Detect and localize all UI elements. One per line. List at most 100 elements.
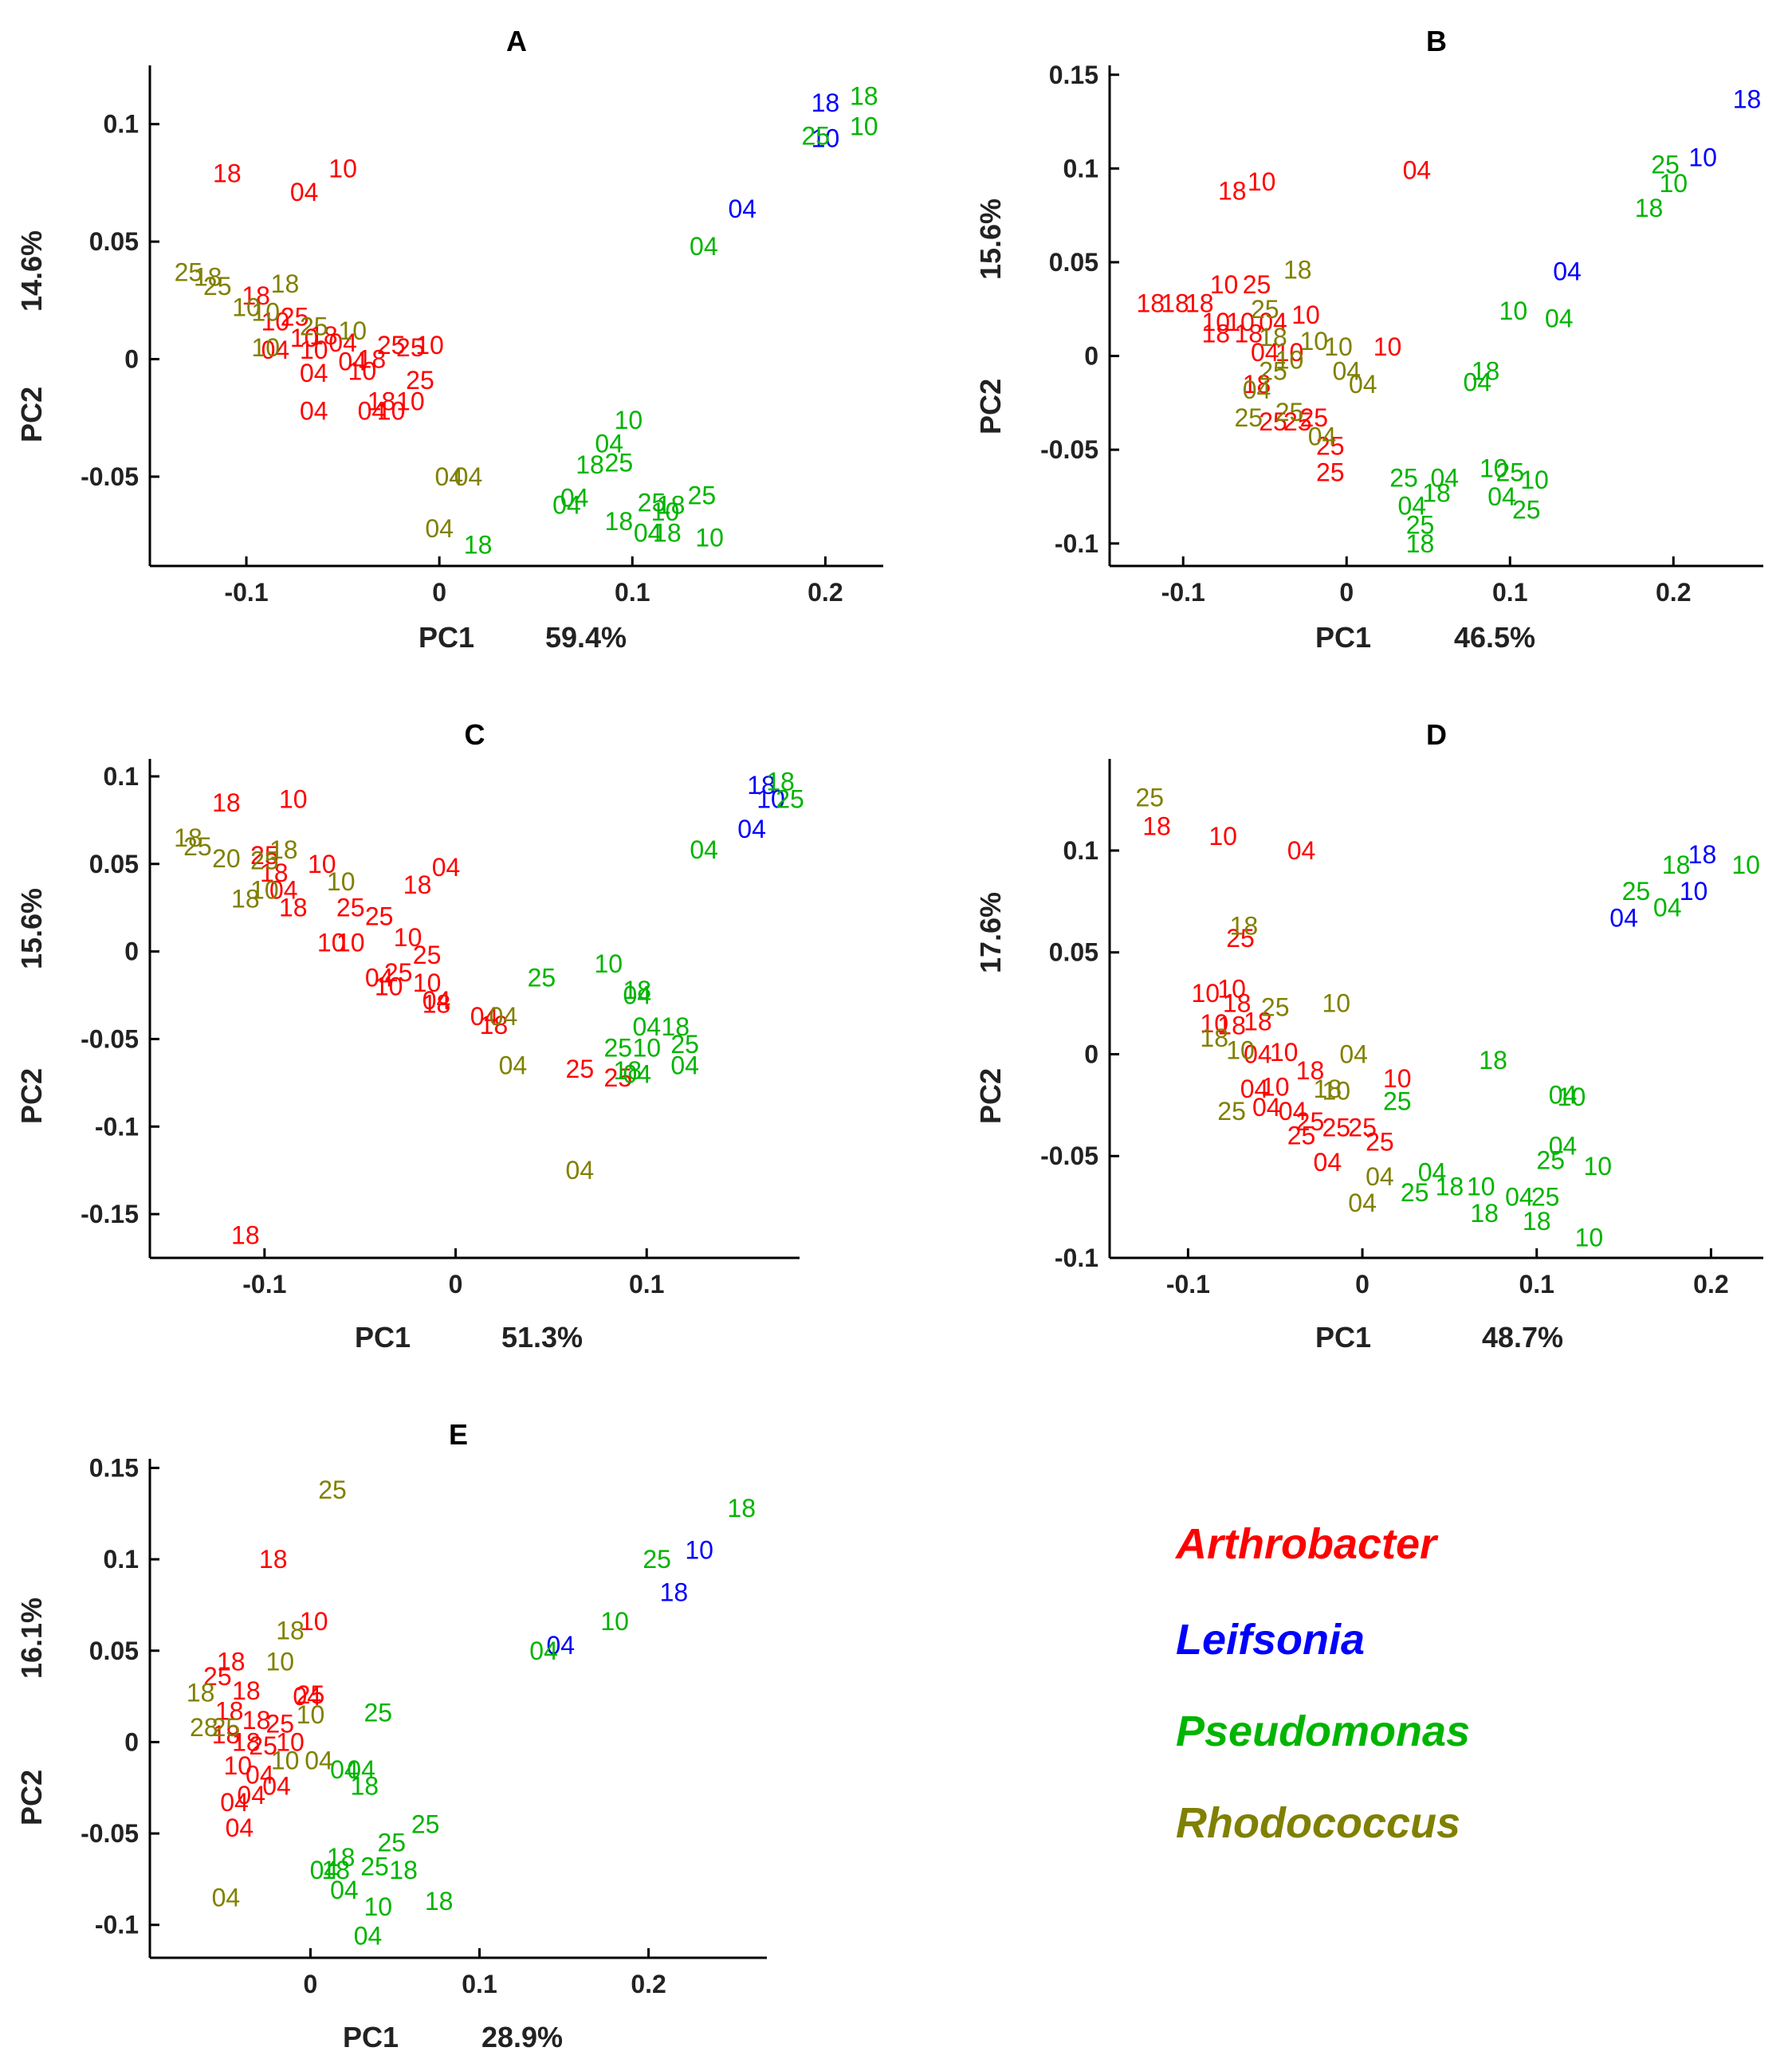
point-pseudomonas: 25 [776, 785, 804, 814]
point-rhodococcus: 04 [1349, 370, 1377, 399]
point-arthrobacter: 10 [415, 331, 444, 360]
point-leifsonia: 10 [685, 1536, 713, 1565]
x-tick-label: -0.1 [242, 1270, 286, 1299]
point-pseudomonas: 18 [327, 1843, 356, 1872]
y-tick-label: -0.15 [81, 1200, 139, 1228]
point-rhodococcus: 04 [489, 1002, 518, 1031]
point-arthrobacter: 04 [246, 1761, 274, 1790]
x-axis-label: PC1 [343, 2021, 399, 2053]
y-tick-label: 0.05 [89, 1637, 139, 1665]
y-tick-label: -0.05 [81, 1819, 139, 1848]
y-tick-label: 0.05 [89, 227, 139, 256]
point-rhodococcus: 25 [183, 832, 212, 861]
x-axis-label: PC1 [1315, 621, 1371, 654]
point-pseudomonas: 18 [1523, 1207, 1551, 1236]
point-pseudomonas: 04 [632, 1012, 661, 1041]
point-pseudomonas: 18 [1436, 1173, 1464, 1201]
point-arthrobacter: 18 [1136, 289, 1165, 318]
point-pseudomonas: 25 [1651, 151, 1680, 179]
point-rhodococcus: 04 [1308, 422, 1337, 451]
y-axis-label: PC2 [15, 1068, 48, 1124]
point-pseudomonas: 18 [1635, 194, 1664, 222]
point-arthrobacter: 25 [1287, 1122, 1316, 1150]
point-pseudomonas: 18 [623, 976, 651, 1004]
point-arthrobacter: 18 [358, 345, 387, 374]
point-arthrobacter: 10 [1191, 979, 1220, 1008]
x-tick-label: 0 [1355, 1270, 1370, 1299]
point-rhodococcus: 04 [1332, 356, 1361, 385]
point-pseudomonas: 25 [1531, 1182, 1560, 1211]
panel-d: D PC1 48.7% PC2 17.6% -0.1 0 0.1 0.2 -0.1 -0.… [974, 718, 1763, 1354]
point-pseudomonas: 25 [1401, 1178, 1429, 1207]
point-arthrobacter: 25 [1226, 924, 1255, 953]
point-pseudomonas: 25 [1512, 495, 1541, 524]
point-pseudomonas: 25 [605, 448, 634, 477]
x-tick-label: 0 [304, 1970, 318, 1998]
point-arthrobacter: 10 [1383, 1064, 1412, 1093]
y-tick-label: -0.05 [1040, 1142, 1098, 1170]
point-pseudomonas: 04 [623, 981, 651, 1010]
x-tick-label: 0.2 [1656, 578, 1691, 607]
panel-e: E PC1 28.9% PC2 16.1% 0 0.1 0.2 -0.1 -0.05 0 0… [15, 1418, 767, 2053]
point-rhodococcus: 10 [265, 1648, 294, 1676]
point-rhodococcus: 25 [1275, 398, 1304, 426]
point-pseudomonas: 18 [464, 530, 493, 559]
y-axis-label: PC2 [974, 1068, 1007, 1124]
point-arthrobacter: 18 [231, 1220, 260, 1249]
point-arthrobacter: 25 [281, 302, 309, 331]
point-rhodococcus: 04 [305, 1746, 333, 1774]
point-rhodococcus: 04 [1339, 1039, 1368, 1068]
x-tick-label: 0.2 [631, 1970, 666, 1998]
point-pseudomonas: 18 [727, 1494, 756, 1523]
point-rhodococcus: 04 [212, 1883, 241, 1912]
point-arthrobacter: 18 [242, 1706, 271, 1735]
point-rhodococcus: 10 [1226, 1035, 1255, 1064]
point-pseudomonas: 10 [1480, 454, 1508, 483]
point-arthrobacter: 18 [259, 1545, 288, 1574]
point-arthrobacter: 18 [1142, 811, 1171, 840]
point-arthrobacter: 25 [377, 331, 406, 360]
x-axis-label: PC1 [355, 1321, 411, 1354]
point-pseudomonas: 10 [651, 497, 680, 526]
point-pseudomonas: 25 [688, 481, 717, 510]
point-pseudomonas: 10 [615, 406, 643, 434]
point-pseudomonas: 10 [850, 112, 878, 141]
point-pseudomonas: 10 [1583, 1152, 1612, 1181]
point-arthrobacter: 10 [394, 923, 422, 952]
y-tick-label: 0.1 [104, 110, 139, 139]
x-tick-label: -0.1 [1161, 578, 1205, 607]
x-tick-label: -0.1 [1166, 1270, 1210, 1299]
point-rhodococcus: 04 [434, 462, 463, 491]
point-pseudomonas: 18 [850, 81, 878, 110]
point-arthrobacter: 10 [1208, 822, 1237, 851]
point-rhodococcus: 10 [297, 1700, 325, 1729]
x-tick-label: 0.1 [615, 578, 650, 607]
point-arthrobacter: 10 [1201, 308, 1230, 336]
point-rhodococcus: 04 [454, 462, 483, 491]
y-tick-label: -0.05 [81, 462, 139, 491]
panel-title: D [1426, 718, 1447, 751]
point-pseudomonas: 04 [560, 483, 589, 512]
point-pseudomonas: 04 [310, 1856, 339, 1884]
x-tick-label: -0.1 [224, 578, 268, 607]
point-rhodococcus: 18 [174, 823, 202, 852]
point-leifsonia: 18 [747, 771, 776, 800]
point-pseudomonas: 10 [600, 1607, 629, 1636]
y-tick-label: 0.1 [104, 1545, 139, 1574]
point-arthrobacter: 10 [396, 387, 425, 416]
point-arthrobacter: 10 [1261, 1072, 1290, 1101]
point-arthrobacter: 18 [1185, 289, 1214, 318]
y-tick-label: -0.1 [95, 1112, 139, 1141]
point-arthrobacter: 10 [413, 969, 442, 997]
x-tick-label: 0.1 [462, 1970, 497, 1998]
point-rhodococcus: 25 [203, 272, 232, 301]
point-arthrobacter: 18 [260, 859, 289, 887]
point-arthrobacter: 04 [365, 964, 394, 992]
point-arthrobacter: 10 [348, 356, 377, 385]
y-tick-label: 0 [124, 345, 139, 374]
point-arthrobacter: 10 [1210, 270, 1239, 299]
y-tick-label: -0.05 [1040, 435, 1098, 464]
point-pseudomonas: 04 [1397, 492, 1426, 521]
point-rhodococcus: 10 [251, 298, 280, 327]
point-arthrobacter: 04 [338, 347, 367, 375]
